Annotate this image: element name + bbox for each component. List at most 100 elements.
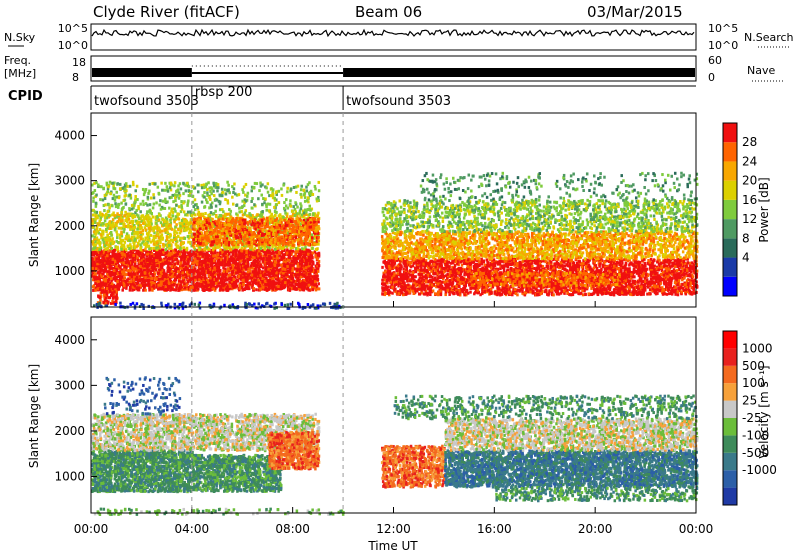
power-cell [141, 265, 145, 269]
power-cell [300, 272, 304, 276]
power-cell [270, 248, 274, 252]
power-cell [232, 285, 235, 289]
power-cell [257, 249, 261, 253]
power-cell [153, 270, 156, 274]
power-cell [192, 261, 195, 265]
power-cell [117, 264, 121, 268]
power-cell [250, 261, 254, 265]
cpid-segment-label: twofsound 3503 [94, 94, 199, 109]
power-cell [262, 285, 265, 289]
power-cell [298, 262, 302, 266]
power-cell [247, 266, 250, 270]
power-cell [231, 270, 235, 274]
power-cell [121, 288, 124, 292]
power-cell [123, 250, 127, 254]
power-cell [101, 262, 105, 266]
power-cell [311, 260, 315, 264]
power-cell [228, 269, 231, 273]
power-cell [277, 269, 281, 273]
power-cell [309, 280, 313, 284]
power-cell [217, 276, 221, 280]
power-cell [204, 281, 208, 285]
power-cell [276, 246, 279, 250]
power-cell [259, 287, 262, 291]
power-cell [115, 253, 119, 257]
power-cell [309, 278, 313, 282]
power-cell [99, 218, 102, 222]
power-cell [160, 269, 164, 273]
power-cell [299, 275, 303, 279]
power-cell [160, 252, 163, 256]
power-cell [139, 265, 142, 269]
power-cell [160, 266, 164, 270]
power-cell [300, 262, 304, 266]
power-cell [268, 267, 272, 271]
power-cell [131, 265, 134, 269]
freq-band [92, 68, 192, 77]
power-cell [114, 275, 118, 279]
power-cell [218, 271, 221, 275]
power-cell [149, 257, 153, 261]
power-cell [151, 281, 154, 285]
power-cell [96, 279, 99, 283]
power-cell [226, 255, 230, 259]
power-cell [138, 254, 141, 258]
power-cell [209, 267, 213, 271]
power-cell [94, 280, 98, 284]
power-cell [196, 278, 200, 282]
power-cell [197, 287, 200, 291]
power-cell [264, 251, 268, 255]
power-cell [243, 265, 246, 269]
power-cell [164, 261, 167, 265]
power-cell [258, 252, 261, 256]
power-cell [254, 253, 257, 257]
power-cell [248, 255, 251, 259]
power-cell [137, 217, 141, 221]
power-cell [296, 254, 300, 258]
power-cell [116, 272, 120, 276]
power-cell [153, 225, 157, 229]
power-cell [259, 255, 262, 259]
power-cell [168, 277, 172, 281]
power-cell [96, 251, 100, 255]
power-cell [302, 253, 306, 257]
power-cell [143, 268, 146, 272]
power-cell [135, 275, 139, 279]
power-cell [144, 277, 148, 281]
power-cell [316, 253, 320, 257]
power-cell [242, 262, 246, 266]
power-cell [224, 255, 227, 259]
power-cell [274, 277, 278, 281]
power-cell [194, 269, 197, 273]
power-cell [224, 267, 227, 271]
power-cell [249, 252, 252, 256]
power-cell [296, 273, 300, 277]
power-cell [93, 257, 97, 261]
power-cell [238, 252, 241, 256]
power-cell [107, 278, 110, 282]
power-cell [303, 279, 306, 283]
power-cell [214, 286, 217, 290]
power-cell [168, 281, 171, 285]
power-cell [258, 286, 261, 290]
power-cell [145, 244, 148, 248]
power-cell [171, 280, 174, 284]
power-cell [296, 276, 300, 280]
power-cell [251, 282, 254, 286]
power-cell [168, 253, 171, 257]
power-cell [254, 281, 258, 285]
power-cell [194, 285, 198, 289]
power-cell [309, 282, 312, 286]
power-cell [274, 275, 278, 279]
power-cell [291, 266, 295, 270]
power-cell [258, 232, 262, 236]
power-cell [140, 267, 143, 271]
power-cell [122, 222, 125, 226]
power-cell [131, 272, 134, 276]
power-cell [258, 276, 262, 280]
power-cell [249, 271, 252, 275]
power-cell [221, 214, 225, 218]
power-cell [99, 259, 103, 263]
power-cell [191, 252, 194, 256]
power-cell [143, 287, 146, 291]
